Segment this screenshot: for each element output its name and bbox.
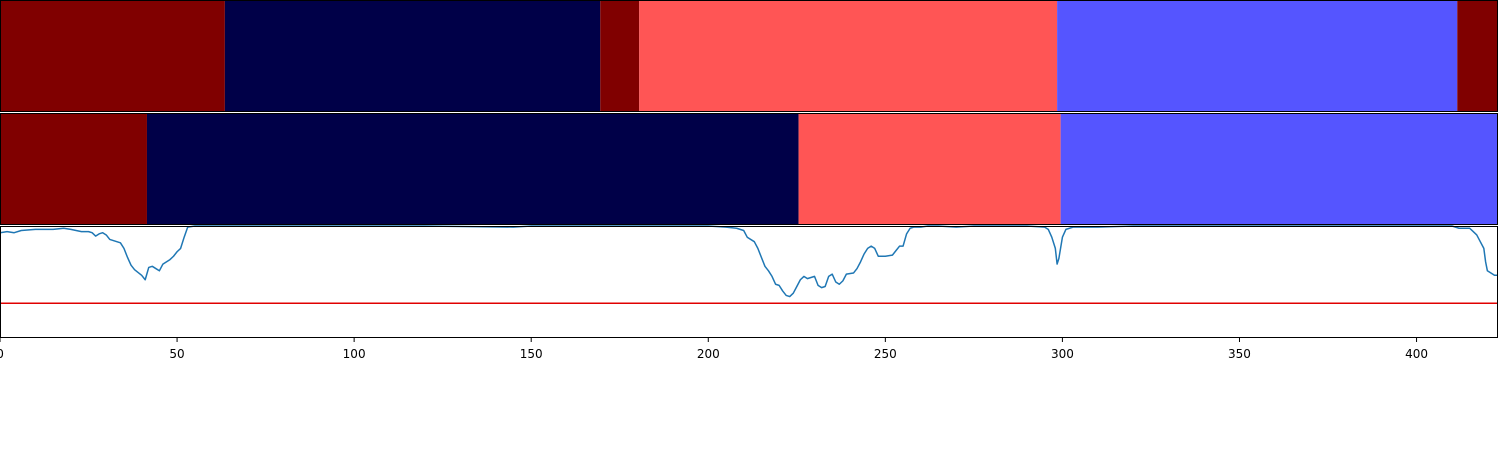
line-plot-background	[0, 226, 1498, 338]
x-tick-label: 50	[169, 347, 184, 361]
segment-2-3	[798, 113, 1061, 225]
x-tick-label: 200	[697, 347, 720, 361]
segment-1-1	[0, 0, 225, 112]
segment-2-2	[146, 113, 799, 225]
segment-1-2	[224, 0, 601, 112]
x-axis: 0 50 100 150 200 250 300 350 400	[0, 338, 1428, 361]
segment-1-6	[1457, 0, 1498, 112]
segment-1-3	[600, 0, 640, 112]
segment-row-2	[0, 113, 1498, 225]
x-tick-label: 300	[1051, 347, 1074, 361]
line-plot-panel	[0, 225, 1498, 338]
x-tick-label: 0	[0, 347, 4, 361]
x-tick-label: 350	[1228, 347, 1251, 361]
segment-row-frame	[0, 0, 1498, 112]
x-tick-label: 400	[1405, 347, 1428, 361]
line-plot-frame	[0, 226, 1498, 338]
x-tick-label: 100	[343, 347, 366, 361]
segment-2-1	[0, 113, 147, 225]
segment-1-4	[639, 0, 1058, 112]
x-tick-label: 250	[874, 347, 897, 361]
segment-1-5	[1057, 0, 1458, 112]
score-line	[0, 225, 1498, 298]
segment-2-4	[1060, 113, 1498, 225]
x-tick-label: 150	[520, 347, 543, 361]
segment-row-1	[0, 0, 1498, 112]
segment-row-frame	[0, 113, 1498, 225]
